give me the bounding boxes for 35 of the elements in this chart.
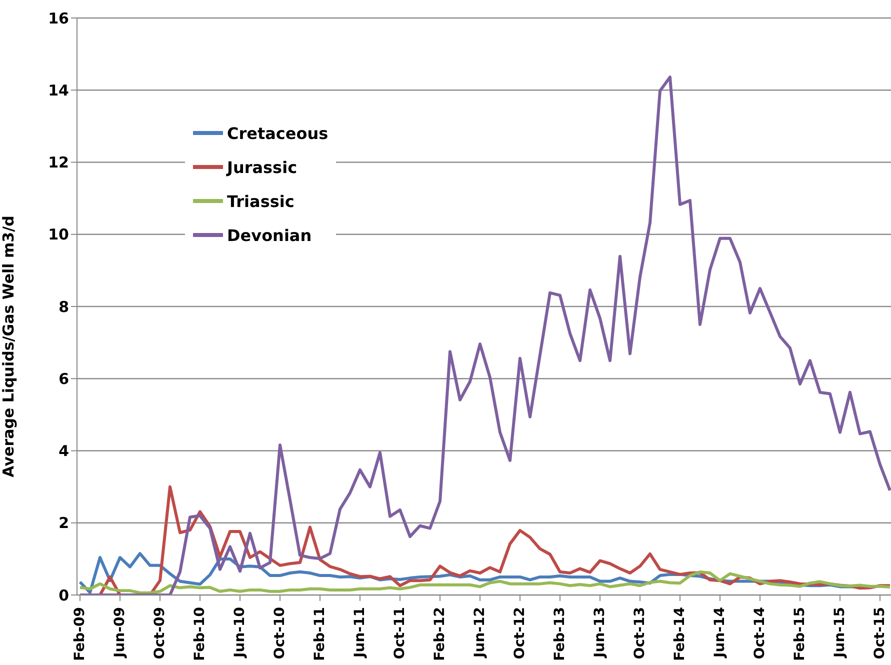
legend-label: Jurassic bbox=[227, 158, 298, 176]
y-tick-label: 2 bbox=[58, 514, 69, 532]
y-tick-label: 16 bbox=[48, 9, 69, 28]
x-tick-label: Oct-11 bbox=[392, 607, 408, 660]
x-tick-label: Oct-15 bbox=[872, 607, 888, 660]
y-tick-label: 6 bbox=[58, 370, 69, 388]
x-tick-label: Oct-12 bbox=[512, 607, 528, 660]
y-tick-label: 0 bbox=[58, 586, 69, 604]
x-tick-label: Oct-14 bbox=[752, 606, 768, 660]
y-tick-label: 4 bbox=[58, 442, 69, 460]
x-tick-label: Jun-12 bbox=[472, 607, 488, 658]
x-tick-label: Feb-09 bbox=[72, 607, 88, 661]
y-tick-label: 8 bbox=[58, 298, 69, 316]
x-tick-label: Feb-15 bbox=[792, 607, 808, 661]
y-axis-title: Average Liquids/Gas Well m3/d bbox=[0, 216, 18, 478]
x-tick-label: Jun-10 bbox=[232, 606, 248, 658]
x-tick-label: Oct-10 bbox=[272, 606, 288, 660]
x-tick-label: Feb-10 bbox=[192, 606, 208, 661]
x-tick-label: Jun-14 bbox=[712, 606, 728, 658]
y-tick-label: 14 bbox=[48, 81, 69, 100]
legend-label: Devonian bbox=[227, 226, 312, 244]
x-tick-label: Jun-13 bbox=[592, 607, 608, 658]
y-tick-label: 12 bbox=[48, 154, 69, 172]
x-tick-label: Jun-15 bbox=[832, 607, 848, 658]
legend-label: Triassic bbox=[227, 192, 294, 210]
legend-label: Cretaceous bbox=[227, 124, 328, 142]
x-tick-label: Feb-13 bbox=[552, 607, 568, 661]
x-tick-label: Feb-11 bbox=[312, 607, 328, 661]
x-tick-label: Jun-09 bbox=[112, 607, 128, 658]
x-tick-label: Oct-09 bbox=[152, 607, 168, 660]
x-tick-label: Feb-14 bbox=[672, 606, 688, 661]
x-tick-label: Jun-11 bbox=[352, 607, 368, 658]
x-tick-label: Oct-13 bbox=[632, 607, 648, 660]
y-tick-label: 10 bbox=[48, 226, 69, 244]
x-tick-label: Feb-12 bbox=[432, 607, 448, 661]
